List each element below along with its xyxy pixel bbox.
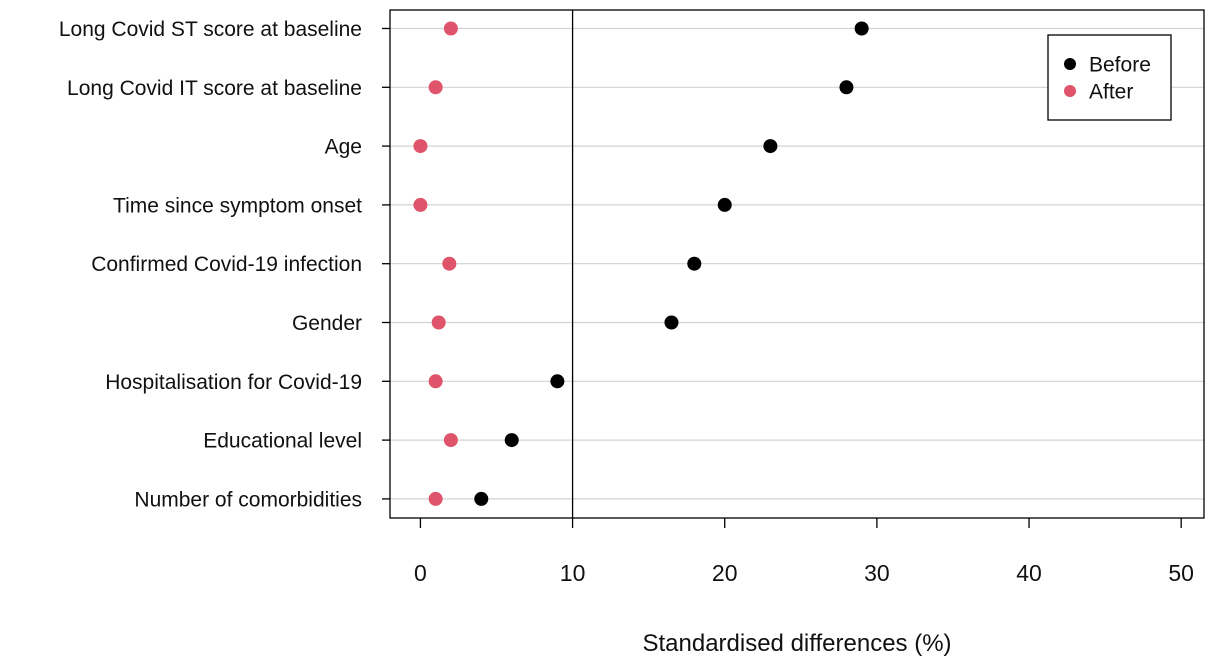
y-tick-label: Long Covid ST score at baseline — [59, 18, 362, 41]
point-after — [431, 315, 446, 330]
point-before — [854, 21, 869, 36]
legend-marker — [1064, 58, 1076, 70]
point-before — [504, 433, 519, 448]
point-before — [839, 80, 854, 95]
x-tick-label: 20 — [712, 560, 738, 586]
point-after — [443, 21, 458, 36]
point-after — [443, 433, 458, 448]
y-tick-label: Educational level — [203, 430, 362, 453]
y-tick-label: Long Covid IT score at baseline — [67, 77, 362, 100]
point-before — [763, 139, 778, 154]
point-before — [550, 374, 565, 389]
point-after — [413, 197, 428, 212]
x-tick-label: 40 — [1016, 560, 1042, 586]
y-tick-label: Hospitalisation for Covid-19 — [105, 371, 362, 394]
point-before — [664, 315, 679, 330]
legend-label: Before — [1089, 54, 1151, 77]
legend-box — [1047, 34, 1172, 121]
legend-label: After — [1089, 81, 1133, 104]
gridlines — [390, 27, 1204, 500]
y-tick-label: Time since symptom onset — [113, 194, 362, 217]
y-tick-label: Number of comorbidities — [134, 488, 362, 511]
x-tick-label: 30 — [864, 560, 890, 586]
point-after — [428, 491, 443, 506]
y-tick-label: Confirmed Covid-19 infection — [91, 253, 362, 276]
x-tick-label: 0 — [414, 560, 427, 586]
legend: Before After — [1047, 34, 1172, 121]
x-tick-label: 50 — [1168, 560, 1194, 586]
x-tick-label: 10 — [560, 560, 586, 586]
point-before — [687, 256, 702, 271]
point-after — [442, 256, 457, 271]
x-axis: 0 10 20 30 40 50 — [414, 518, 1194, 586]
points — [413, 21, 869, 506]
point-after — [413, 139, 428, 154]
y-tick-label: Age — [325, 136, 362, 159]
legend-marker — [1064, 85, 1076, 97]
y-tick-label: Gender — [292, 312, 362, 335]
y-axis: Long Covid ST score at baseline Long Covi… — [59, 18, 390, 511]
point-before — [717, 197, 732, 212]
x-axis-title: Standardised differences (%) — [642, 630, 951, 657]
point-after — [428, 374, 443, 389]
point-after — [428, 80, 443, 95]
point-before — [474, 491, 489, 506]
